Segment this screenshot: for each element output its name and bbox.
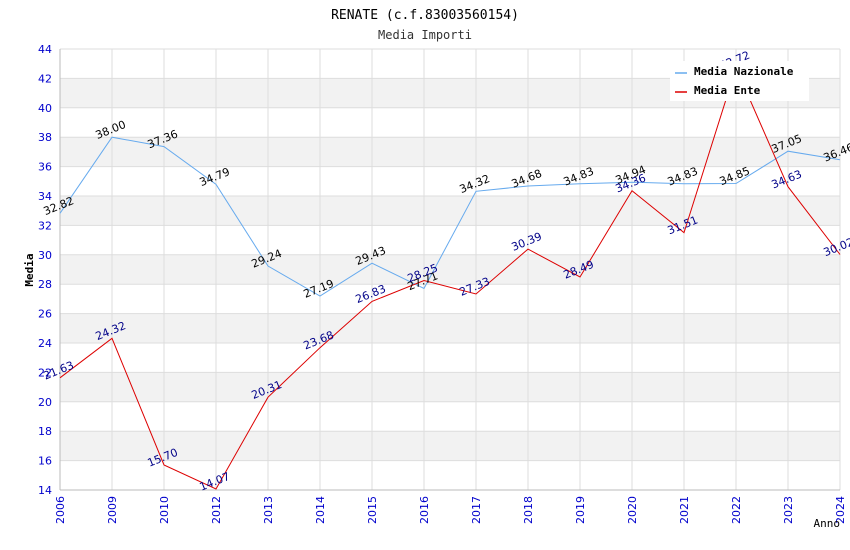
y-tick-label: 38 [38,131,52,144]
plot-band [60,137,840,167]
data-label: 34.85 [718,164,752,188]
x-tick-label: 2024 [834,496,847,524]
y-tick-label: 30 [38,249,52,262]
y-tick-label: 36 [38,161,52,174]
x-tick-label: 2006 [54,496,67,524]
y-tick-label: 22 [38,366,52,379]
legend: Media Nazionale Media Ente [670,61,809,101]
y-tick-label: 32 [38,219,52,232]
x-axis-label: Anno [814,517,841,530]
series-line-nazionale [59,136,841,297]
x-tick-label: 2010 [158,496,171,524]
x-tick-label: 2023 [782,496,795,524]
y-tick-label: 20 [38,396,52,409]
y-tick-label: 18 [38,425,52,438]
plot-band [60,196,840,226]
x-tick-label: 2015 [366,496,379,524]
plot-band [60,372,840,402]
y-tick-label: 28 [38,278,52,291]
y-tick-label: 26 [38,308,52,321]
y-tick-label: 24 [38,337,52,350]
x-tick-label: 2020 [626,496,639,524]
series-line-ente [59,66,841,490]
data-label: 34.32 [458,172,492,196]
series-lines [59,66,841,490]
x-tick-label: 2017 [470,496,483,524]
plot-band [60,313,840,343]
x-tick-label: 2013 [262,496,275,524]
y-axis-label: Media [23,253,36,286]
legend-label-ente: Media Ente [694,84,761,97]
y-tick-label: 42 [38,72,52,85]
chart-subtitle: Media Importi [378,28,472,42]
x-tick-label: 2021 [678,496,691,524]
x-tick-label: 2019 [574,496,587,524]
data-label: 34.83 [562,165,596,189]
data-label: 34.68 [510,167,544,191]
data-label: 34.83 [666,165,700,189]
y-tick-label: 34 [38,190,52,203]
data-label: 34.63 [770,168,804,192]
y-tick-label: 40 [38,102,52,115]
y-tick-label: 44 [38,43,52,56]
data-label: 34.79 [198,165,232,189]
x-tick-label: 2016 [418,496,431,524]
plot-band [60,431,840,461]
plot-band [60,254,840,285]
y-tick-label: 14 [38,484,52,497]
x-tick-label: 2018 [522,496,535,524]
legend-label-nazionale: Media Nazionale [694,65,794,78]
y-tick-label: 16 [38,455,52,468]
x-tick-label: 2022 [730,496,743,524]
x-tick-label: 2014 [314,496,327,524]
x-tick-label: 2009 [106,496,119,524]
plot-bands [60,78,840,461]
chart-title: RENATE (c.f.83003560154) [331,8,519,23]
legend-box [670,61,809,101]
x-tick-label: 2012 [210,496,223,524]
